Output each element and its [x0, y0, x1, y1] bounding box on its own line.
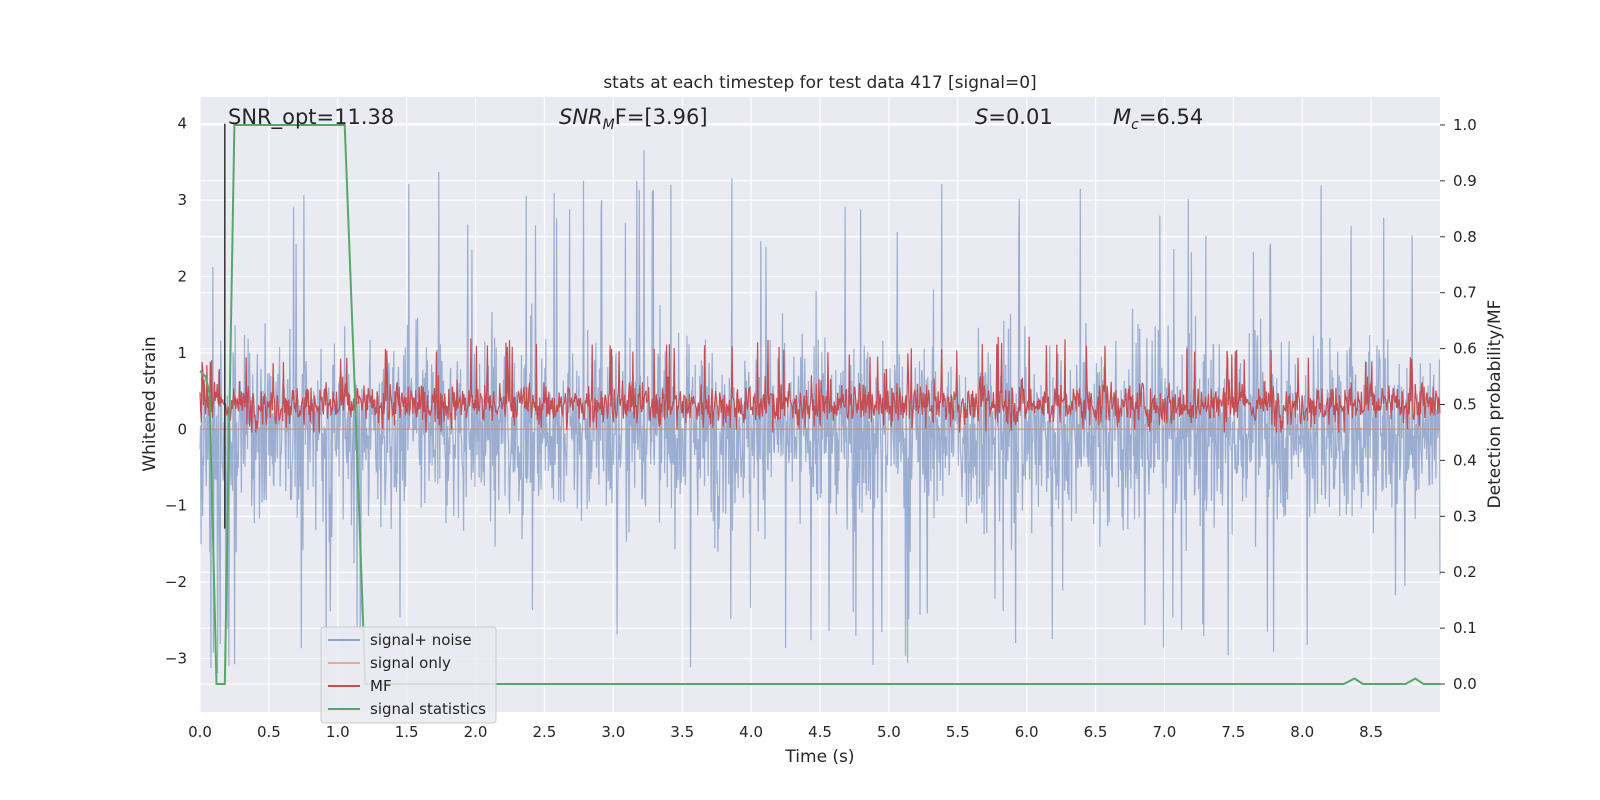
x-tick-label: 6.0 [1015, 723, 1039, 741]
x-tick-label: 8.0 [1290, 723, 1314, 741]
y2-tick-label: 1.0 [1453, 116, 1477, 134]
x-tick-label: 8.5 [1359, 723, 1383, 741]
signal-plus-noise-line [199, 150, 1441, 674]
legend-label: signal statistics [370, 700, 486, 718]
y2-axis-label: Detection probability/MF [1485, 300, 1505, 509]
y2-tick-label: 0.5 [1453, 396, 1477, 414]
x-axis-ticks: 0.0 0.5 1.0 1.5 2.0 2.5 3.0 3.5 4.0 4.5 5.0 5.5 6.0 6… [188, 723, 1383, 741]
mf-line [199, 336, 1441, 433]
x-tick-label: 3.5 [670, 723, 694, 741]
x-tick-label: 4.5 [808, 723, 832, 741]
y2-tick-label: 0.4 [1453, 451, 1477, 469]
legend-label: signal only [370, 654, 451, 672]
annotation-s: S=0.01 [975, 105, 1053, 129]
annotation-s-rest: =0.01 [988, 105, 1052, 129]
y2-tick-label: 0.9 [1453, 172, 1477, 190]
y2-tick-label: 0.0 [1453, 675, 1477, 693]
x-tick-label: 4.0 [739, 723, 763, 741]
legend-label: MF [370, 677, 392, 695]
legend-label: signal+ noise [370, 631, 472, 649]
annotation-snr-mf: SNRMF=[3.96] [559, 105, 708, 133]
signal-plus-noise-series [199, 150, 1441, 674]
y-tick-label: −2 [165, 573, 187, 591]
y-tick-label: 2 [177, 268, 187, 286]
annotation-s-main: S [975, 105, 988, 129]
x-tick-label: 6.5 [1084, 723, 1108, 741]
y2-tick-label: 0.6 [1453, 340, 1477, 358]
y-tick-label: 4 [177, 115, 187, 133]
legend-entry: signal only [328, 654, 451, 672]
y-axis-ticks: −3 −2 −1 0 1 2 3 4 [165, 115, 187, 668]
legend-entry: MF [328, 677, 392, 695]
legend-entry: signal statistics [328, 700, 486, 718]
y-tick-label: −3 [165, 650, 187, 668]
y2-tick-label: 0.1 [1453, 619, 1477, 637]
x-tick-label: 5.0 [877, 723, 901, 741]
y2-tick-label: 0.7 [1453, 284, 1477, 302]
annotation-mc-main: M [1113, 105, 1131, 129]
x-tick-label: 0.0 [188, 723, 212, 741]
y2-axis-ticks: 0.0 0.1 0.2 0.3 0.4 0.5 0.6 0.7 0.8 0.9 1.0 [1440, 116, 1477, 693]
y-tick-label: −1 [165, 497, 187, 515]
y-axis-label: Whitened strain [140, 336, 160, 471]
annotation-snr-mf-sub: M [603, 117, 615, 133]
x-tick-label: 0.5 [257, 723, 281, 741]
legend-entry: signal+ noise [328, 631, 472, 649]
annotation-mc-rest: =6.54 [1139, 105, 1203, 129]
chart-legend: signal+ noise signal only MF signal stat… [320, 626, 497, 724]
chart-title: stats at each timestep for test data 417… [603, 73, 1036, 93]
x-tick-label: 1.5 [395, 723, 419, 741]
y-tick-label: 1 [177, 344, 187, 362]
x-tick-label: 1.0 [326, 723, 350, 741]
y-tick-label: 0 [177, 420, 187, 438]
annotation-snr-mf-main: SNR [559, 105, 603, 129]
x-tick-label: 5.5 [946, 723, 970, 741]
legend-box [320, 626, 497, 724]
y2-tick-label: 0.8 [1453, 228, 1477, 246]
signal-statistics-series [199, 124, 1440, 685]
y2-tick-label: 0.2 [1453, 563, 1477, 581]
x-tick-label: 2.0 [464, 723, 488, 741]
mf-series [199, 336, 1441, 433]
annotation-mc: Mc=6.54 [1113, 105, 1203, 133]
annotation-snr-opt: SNR_opt=11.38 [228, 105, 394, 130]
x-tick-label: 7.5 [1221, 723, 1245, 741]
x-tick-label: 7.0 [1153, 723, 1177, 741]
y2-tick-label: 0.3 [1453, 507, 1477, 525]
x-tick-label: 3.0 [601, 723, 625, 741]
x-axis-label: Time (s) [784, 747, 854, 767]
y-tick-label: 3 [177, 191, 187, 209]
annotation-snr-mf-rest: F=[3.96] [615, 105, 708, 129]
signal-statistics-line [199, 124, 1440, 685]
x-tick-label: 2.5 [533, 723, 557, 741]
annotation-mc-sub: c [1131, 117, 1139, 133]
